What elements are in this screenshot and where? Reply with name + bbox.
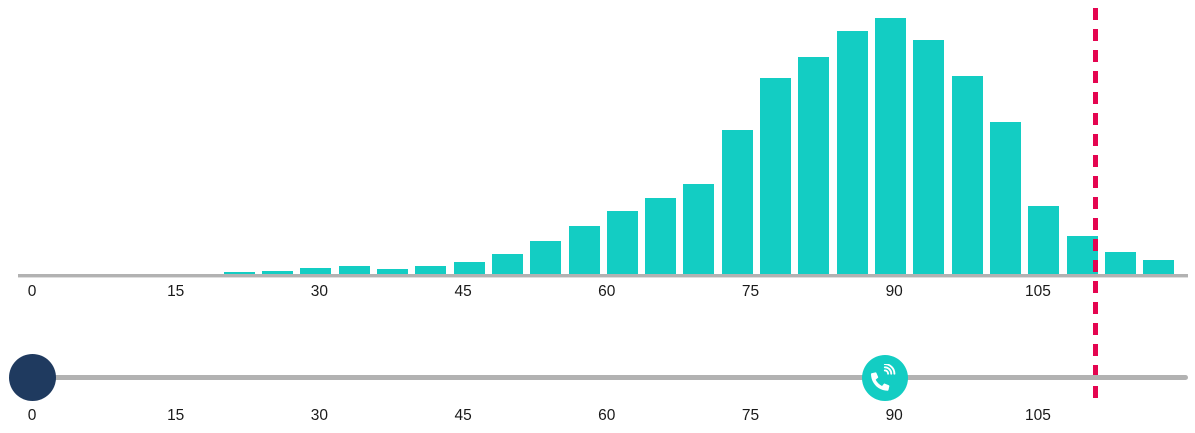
x-axis-tick-label: 30 [310,283,329,300]
histogram-bar [606,211,638,274]
x-axis-tick-label: 90 [885,407,903,424]
histogram-bar [1105,252,1136,274]
histogram-bar [990,122,1021,274]
histogram-bar [415,266,447,274]
x-axis-tick-label: 15 [167,407,185,424]
histogram-x-axis-line [18,274,1188,277]
x-axis-tick-label: 0 [27,407,37,424]
x-axis-tick-label: 105 [1024,283,1051,300]
histogram-bar [376,269,408,274]
x-axis-tick-label: 15 [167,283,185,300]
histogram-bar [645,198,677,274]
histogram-bar [721,130,753,274]
histogram-bar [1066,236,1098,274]
histogram-bar [530,241,562,274]
histogram-bar [875,18,906,274]
histogram-bar [1028,206,1060,274]
histogram-bar [1143,260,1175,274]
histogram-bar [300,268,332,274]
x-axis-tick-label: 90 [885,283,903,300]
histogram-bar [491,254,523,274]
histogram-bar [338,266,370,274]
histogram-bar [760,78,792,274]
histogram-bar [223,272,255,274]
x-axis-tick-label: 30 [310,407,329,424]
histogram-bar [836,31,868,274]
phone-volume-icon [871,364,896,391]
slider-handle-phone[interactable] [861,354,908,401]
x-axis-tick-label: 75 [741,283,760,300]
histogram-bar [683,184,715,274]
x-axis-tick-label: 45 [454,283,472,300]
histogram-bar [913,40,945,274]
x-axis-tick-label: 75 [741,407,760,424]
x-axis-tick-label: 60 [598,407,616,424]
threshold-dashed-line [1092,8,1098,400]
histogram-bar [951,76,983,274]
x-axis-tick-label: 105 [1024,407,1051,424]
x-axis-tick-label: 60 [598,283,616,300]
histogram-bar [261,271,293,274]
x-axis-tick-label: 0 [27,283,37,300]
slider-track[interactable] [10,375,1188,380]
x-axis-tick-label: 45 [454,407,472,424]
histogram-bar [453,262,485,274]
histogram-bar [798,57,830,274]
histogram-bar [568,226,600,274]
slider-handle-min[interactable] [8,354,56,401]
